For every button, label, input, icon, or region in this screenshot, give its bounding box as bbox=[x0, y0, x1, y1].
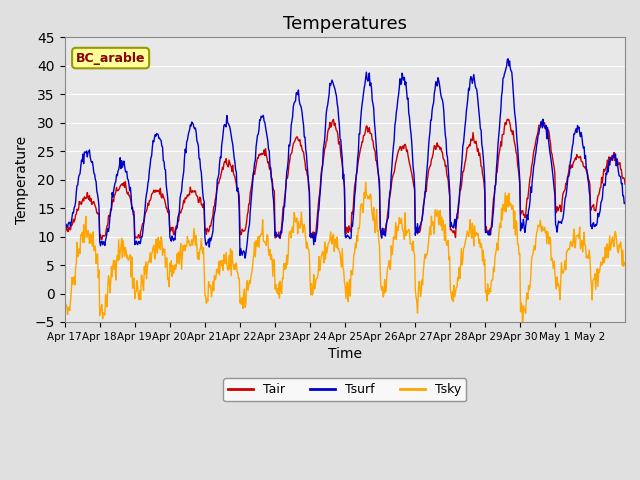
Tsky bbox=[230, 263, 237, 268]
Text: BC_arable: BC_arable bbox=[76, 51, 145, 65]
Tsky bbox=[257, 231, 265, 237]
Legend: Tair, Tsurf, Tsky: Tair, Tsurf, Tsky bbox=[223, 378, 467, 401]
Tair bbox=[621, 181, 629, 187]
Tsky bbox=[519, 328, 527, 334]
Tsurf bbox=[504, 56, 512, 61]
Tair bbox=[258, 150, 266, 156]
Tsky bbox=[278, 275, 286, 281]
Y-axis label: Temperature: Temperature bbox=[15, 135, 29, 224]
Tsurf bbox=[127, 184, 134, 190]
X-axis label: Time: Time bbox=[328, 347, 362, 361]
Tsurf bbox=[258, 114, 266, 120]
Tair bbox=[279, 204, 287, 210]
Tair bbox=[403, 147, 411, 153]
Tair bbox=[230, 173, 238, 179]
Tsurf bbox=[61, 221, 68, 227]
Line: Tsurf: Tsurf bbox=[65, 59, 625, 258]
Line: Tair: Tair bbox=[65, 119, 625, 240]
Tsky bbox=[435, 222, 442, 228]
Tsurf bbox=[403, 96, 411, 102]
Tsky bbox=[127, 252, 134, 257]
Tsky bbox=[61, 300, 68, 306]
Tair bbox=[504, 116, 511, 122]
Tsurf bbox=[241, 255, 249, 261]
Title: Temperatures: Temperatures bbox=[283, 15, 407, 33]
Tsky bbox=[621, 260, 629, 265]
Tair bbox=[98, 237, 106, 242]
Line: Tsky: Tsky bbox=[65, 182, 625, 331]
Tair bbox=[127, 199, 135, 205]
Tair bbox=[435, 144, 442, 149]
Tsurf bbox=[435, 78, 442, 84]
Tsurf bbox=[621, 200, 629, 206]
Tsurf bbox=[230, 148, 237, 154]
Tair bbox=[61, 227, 68, 233]
Tsky bbox=[362, 180, 369, 185]
Tsurf bbox=[279, 216, 287, 222]
Tsky bbox=[403, 230, 411, 236]
